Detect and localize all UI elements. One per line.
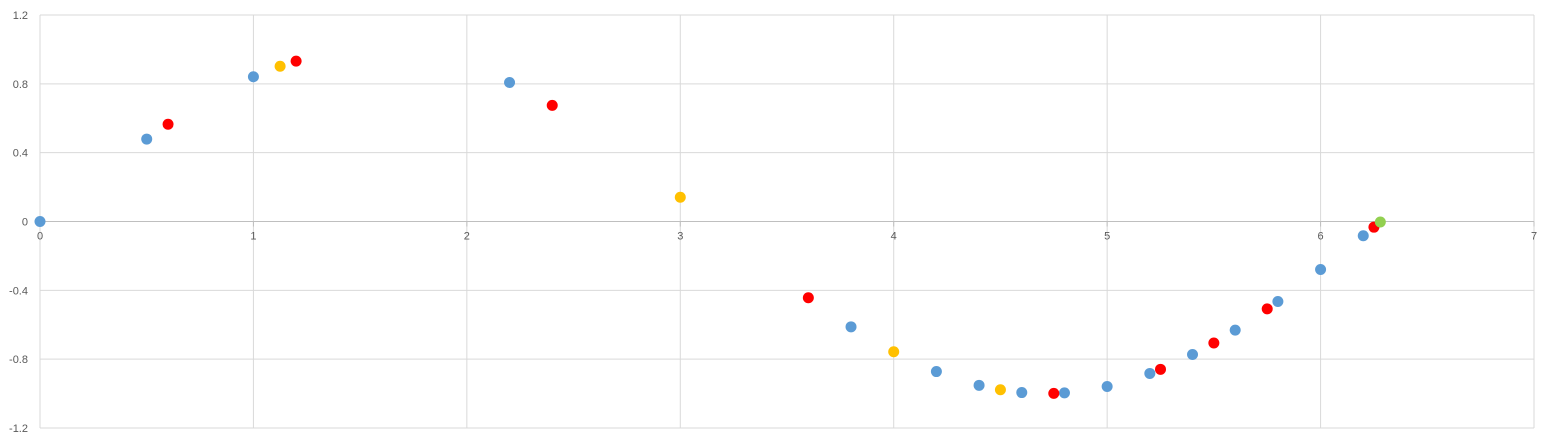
x-tick-label: 4 bbox=[891, 231, 897, 243]
data-point bbox=[290, 55, 302, 67]
data-point bbox=[1155, 363, 1166, 375]
x-tick-label: 1 bbox=[250, 231, 256, 243]
data-point bbox=[1229, 324, 1241, 336]
y-tick-label: -0.8 bbox=[9, 354, 28, 366]
data-point bbox=[802, 292, 814, 304]
x-tick-label: 7 bbox=[1531, 231, 1537, 243]
y-tick-label: 0 bbox=[22, 217, 28, 229]
data-point bbox=[1315, 264, 1327, 276]
data-point bbox=[162, 118, 174, 130]
data-point bbox=[1101, 381, 1113, 393]
data-point bbox=[1357, 230, 1369, 242]
data-point bbox=[1261, 303, 1273, 315]
data-point bbox=[1058, 387, 1070, 399]
data-point bbox=[994, 384, 1006, 396]
x-tick-label: 0 bbox=[37, 231, 43, 243]
x-tick-label: 5 bbox=[1104, 231, 1110, 243]
y-tick-label: -0.4 bbox=[9, 285, 28, 297]
data-point bbox=[274, 60, 286, 72]
data-point bbox=[34, 216, 46, 227]
data-point bbox=[1272, 296, 1284, 308]
data-points bbox=[34, 55, 1386, 399]
data-point bbox=[973, 379, 985, 391]
y-tick-label: -1.2 bbox=[9, 423, 28, 435]
x-tick-label: 3 bbox=[677, 231, 683, 243]
data-point bbox=[1048, 387, 1060, 399]
data-point bbox=[845, 321, 857, 333]
gridlines bbox=[39, 14, 1535, 429]
data-point bbox=[674, 191, 686, 203]
data-point bbox=[1374, 216, 1386, 228]
data-point bbox=[504, 76, 516, 88]
y-tick-label: 0.4 bbox=[13, 148, 28, 160]
axes bbox=[39, 221, 1535, 227]
data-point bbox=[1187, 349, 1199, 361]
data-point bbox=[247, 71, 259, 83]
y-tick-label: 0.8 bbox=[13, 79, 28, 91]
data-point bbox=[888, 346, 900, 358]
data-point bbox=[141, 133, 153, 145]
data-point bbox=[546, 99, 558, 111]
x-tick-label: 6 bbox=[1318, 231, 1324, 243]
data-point bbox=[1016, 387, 1028, 399]
y-tick-label: 1.2 bbox=[13, 10, 28, 22]
tick-labels: 0 1 2 3 4 5 6 7 1.2 0.8 0.4 0 -0.4 -0.8 -1.2 bbox=[9, 10, 1537, 435]
data-point bbox=[1208, 337, 1220, 349]
data-point bbox=[930, 366, 942, 378]
data-point bbox=[1144, 367, 1156, 379]
x-tick-label: 2 bbox=[464, 231, 470, 243]
